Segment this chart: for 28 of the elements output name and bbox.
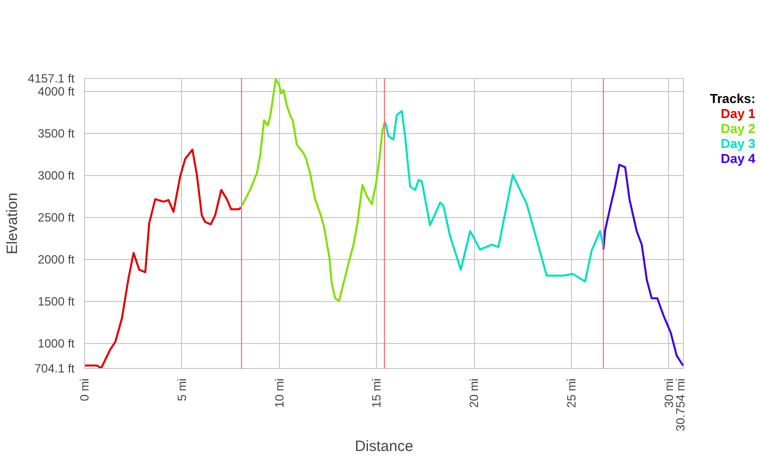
y-tick-label: 2500 ft: [38, 210, 76, 225]
x-axis-title: Distance: [354, 438, 414, 456]
x-tick-label: 30.754 mi: [674, 378, 688, 432]
x-tick-label: 5 mi: [174, 378, 189, 402]
text: Day 2: [720, 121, 756, 136]
text: Day 4: [720, 151, 756, 166]
y-tick-label: 3500 ft: [38, 126, 76, 141]
line-series: [240, 78, 386, 302]
line-series: [602, 164, 684, 366]
y-tick-label: 2000 ft: [38, 252, 76, 267]
y-tick-label: 1500 ft: [38, 294, 76, 309]
x-tick-label: 20 mi: [467, 378, 482, 408]
y-tick-label: 4157.1 ft: [28, 72, 76, 86]
x-tick-label: 30 mi: [662, 378, 676, 408]
x-tick-label: 0 mi: [78, 378, 92, 402]
legend-title: Tracks:: [710, 91, 756, 106]
text: Day 3: [720, 136, 756, 151]
y-tick-label: 3000 ft: [38, 168, 76, 183]
x-tick-label: 15 mi: [370, 378, 384, 408]
line-series: [84, 148, 242, 368]
x-tick-label: 10 mi: [272, 378, 286, 408]
line-series: [384, 110, 604, 282]
y-tick-label: 1000 ft: [38, 336, 76, 351]
x-tick-label: 25 mi: [564, 378, 578, 408]
y-tick-label: 4000 ft: [38, 84, 76, 99]
y-axis-title: Elevation: [4, 192, 21, 254]
text: Day 1: [720, 106, 756, 121]
y-tick-label: 704.1 ft: [34, 362, 76, 376]
